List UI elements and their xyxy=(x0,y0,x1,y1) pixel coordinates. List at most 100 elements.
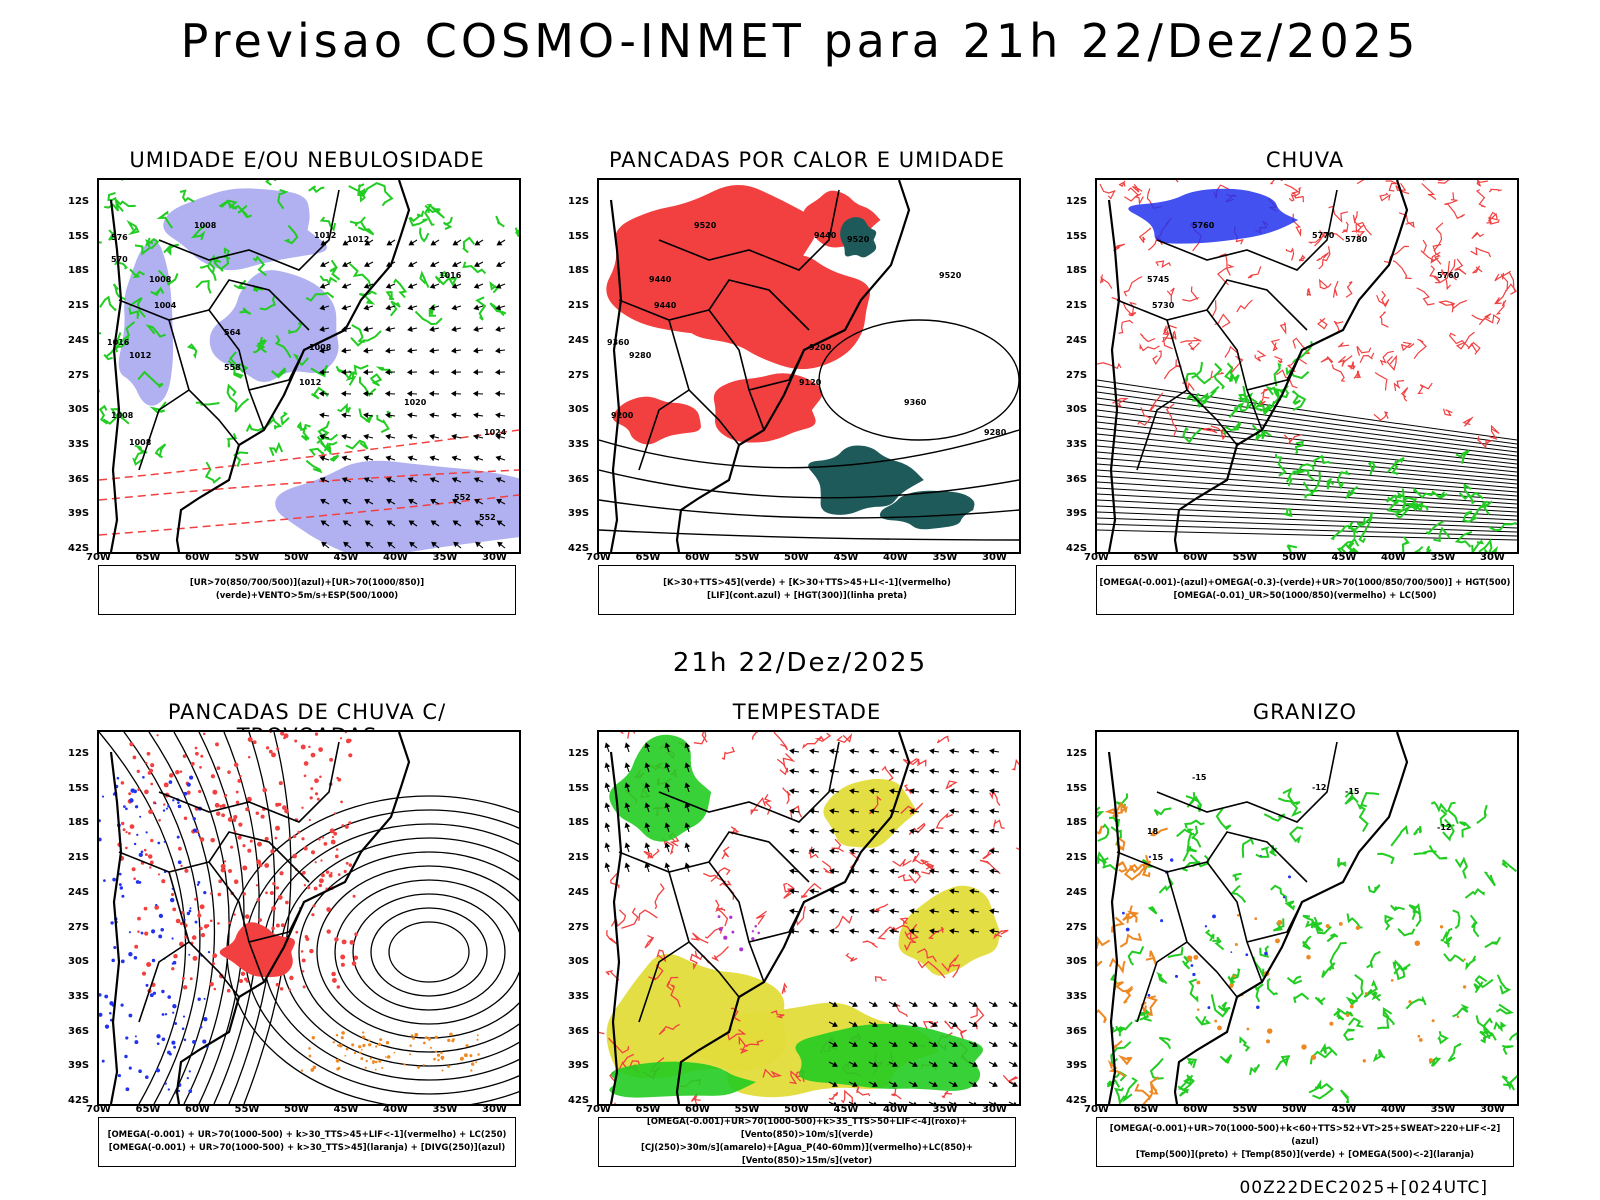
lon-tick-label: 50W xyxy=(784,552,809,563)
wind-vector xyxy=(828,1001,1018,1104)
lat-tick-label: 21S xyxy=(68,852,90,864)
legend-line: [UR>70(850/700/500)](azul)+[UR>70(1000/8… xyxy=(189,578,425,601)
main-title: Previsao COSMO-INMET para 21h 22/Dez/202… xyxy=(180,14,1420,68)
lon-tick-label: 65W xyxy=(135,552,161,563)
coastline xyxy=(109,732,411,1104)
lat-tick-label: 15S xyxy=(68,782,90,794)
legend-line: [OMEGA(-0.001) + UR>70(1000-500) + k>30_… xyxy=(108,1143,506,1153)
panel-title: GRANIZO xyxy=(1252,700,1358,724)
lon-tick-label: 70W xyxy=(1084,1104,1109,1115)
lon-tick-label: 65W xyxy=(635,552,661,563)
lon-tick-label: 70W xyxy=(86,1104,111,1115)
contour-label: 552 xyxy=(479,513,496,522)
lat-tick-label: 12S xyxy=(568,196,590,207)
coastline xyxy=(1107,180,1409,552)
coastline xyxy=(109,180,411,552)
lat-tick-label: 42S xyxy=(568,1095,590,1106)
lat-tick-label: 24S xyxy=(568,886,590,898)
thunderstorm-field xyxy=(117,732,359,994)
lat-tick-label: 27S xyxy=(68,369,90,381)
convection-field xyxy=(840,217,877,258)
legend-line: [Temp(500)](preto) + [Temp(850)](verde) … xyxy=(1135,1149,1475,1160)
lat-tick-label: 12S xyxy=(68,748,90,759)
humidity-low-contour xyxy=(99,180,401,484)
lat-tick-label: 30S xyxy=(68,404,90,416)
map-area: 5760 5770 5780 5760 5745 5730 xyxy=(1095,178,1519,554)
lon-tick-label: 50W xyxy=(284,552,309,563)
omega-500-field xyxy=(1186,914,1467,1063)
lat-tick-label: 42S xyxy=(1066,1095,1088,1106)
lat-tick-label: 27S xyxy=(568,921,590,933)
height-contour xyxy=(599,319,1019,541)
contour-label: -12 xyxy=(1312,783,1326,792)
lon-tick-label: 70W xyxy=(86,552,111,563)
contour-label: 1008 xyxy=(129,438,152,447)
contour-label: 1020 xyxy=(404,398,427,407)
severe-storm-field xyxy=(717,915,760,952)
hail-field xyxy=(1122,854,1291,1010)
lon-tick-label: 40W xyxy=(383,1104,408,1115)
lon-tick-label: 35W xyxy=(432,552,458,563)
lat-tick-label: 18S xyxy=(568,265,590,277)
wind-850-field xyxy=(795,1023,984,1091)
lat-tick-label: 30S xyxy=(1066,404,1088,416)
legend-line: [K>30+TTS>45](verde) + [K>30+TTS>45+LI<-… xyxy=(663,578,951,588)
lon-tick-label: 40W xyxy=(1381,1104,1406,1115)
lat-tick-label: 24S xyxy=(68,334,90,346)
lat-tick-label: 33S xyxy=(1066,438,1088,450)
contour-label: 9520 xyxy=(939,271,962,280)
map-area: 1008 1012 1012 1016 1008 1004 1016 1012 1008 1012… xyxy=(97,178,521,554)
political-borders xyxy=(118,741,340,1023)
map-panel: TEMPESTADE 12S 15S 18S 21S 24S 27S 30S 33S 36S 39S… xyxy=(552,700,1032,1170)
lat-tick-label: 36S xyxy=(68,1025,90,1037)
lon-tick-label: 30W xyxy=(982,552,1007,563)
instability-field xyxy=(612,396,701,445)
lat-tick-label: 33S xyxy=(68,438,90,450)
lon-tick-label: 60W xyxy=(685,552,710,563)
height-contour xyxy=(1097,379,1517,541)
wind-850-field xyxy=(609,734,712,842)
lat-tick-label: 36S xyxy=(1066,1025,1088,1037)
lon-tick-label: 40W xyxy=(883,552,908,563)
legend-line: [CJ(250)>30m/s](amarelo)+[Agua_P(40-60mm… xyxy=(640,1143,974,1166)
lat-tick-label: 33S xyxy=(1066,990,1088,1002)
lat-tick-label: 15S xyxy=(568,782,590,794)
panel-legend: [OMEGA(-0.001) + UR>70(1000-500) + k>30_… xyxy=(98,1117,516,1167)
lat-tick-label: 18S xyxy=(68,265,90,277)
political-borders xyxy=(618,741,840,1023)
legend-line: [OMEGA(-0.01)_UR>50(1000/850)(vermelho) … xyxy=(1173,591,1437,601)
panel-title: UMIDADE E/OU NEBULOSIDADE xyxy=(129,148,485,172)
lon-tick-label: 55W xyxy=(1232,552,1258,563)
lat-tick-label: 39S xyxy=(68,1060,90,1072)
panel-legend: [OMEGA(-0.001)-(azul)+OMEGA(-0.3)-(verde… xyxy=(1096,565,1514,615)
political-borders xyxy=(118,189,340,471)
lat-tick-label: 39S xyxy=(568,508,590,520)
map-area xyxy=(597,730,1021,1106)
rain-strong-field xyxy=(1283,449,1517,552)
contour-label: 9360 xyxy=(607,338,630,347)
humidity-upper-field xyxy=(163,188,327,271)
contour-label: 18 xyxy=(1147,827,1159,836)
contour-label: 15 xyxy=(1152,853,1164,862)
wind-vector xyxy=(789,748,1000,935)
panel-title: PANCADAS POR CALOR E UMIDADE xyxy=(608,148,1006,172)
contour-label: 9280 xyxy=(629,351,652,360)
lon-tick-label: 35W xyxy=(932,1104,958,1115)
panel-legend: [UR>70(850/700/500)](azul)+[UR>70(1000/8… xyxy=(98,565,516,615)
lon-tick-label: 55W xyxy=(734,1104,760,1115)
lat-tick-label: 12S xyxy=(1066,196,1088,207)
lat-tick-label: 27S xyxy=(1066,369,1088,381)
legend-line: [OMEGA(-0.001) + UR>70(1000-500) + k>30_… xyxy=(107,1130,507,1140)
contour-label: 576 xyxy=(111,233,128,242)
lat-tick-label: 30S xyxy=(68,956,90,968)
lat-tick-label: 30S xyxy=(568,956,590,968)
humidity-upper-field xyxy=(275,460,519,552)
contour-label: 1024 xyxy=(484,428,507,437)
lat-tick-label: 18S xyxy=(1066,817,1088,829)
lat-tick-label: 33S xyxy=(568,990,590,1002)
contour-label: 9440 xyxy=(654,301,677,310)
humidity-low-contour xyxy=(393,203,519,326)
contour-label: 1004 xyxy=(154,301,177,310)
lat-tick-label: 39S xyxy=(1066,1060,1088,1072)
lat-tick-label: 27S xyxy=(1066,921,1088,933)
